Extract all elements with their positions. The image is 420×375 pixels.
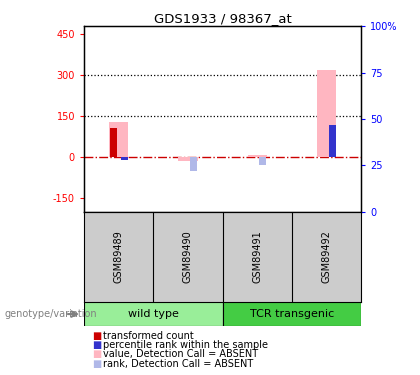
Bar: [110, 128, 117, 157]
Text: transformed count: transformed count: [103, 331, 194, 340]
Text: ■: ■: [92, 350, 102, 359]
Bar: [121, 157, 128, 160]
Bar: [109, 122, 129, 157]
Text: GSM89491: GSM89491: [252, 231, 262, 283]
Bar: [178, 157, 198, 161]
Title: GDS1933 / 98367_at: GDS1933 / 98367_at: [154, 12, 291, 25]
Text: TCR transgenic: TCR transgenic: [250, 309, 334, 319]
Text: genotype/variation: genotype/variation: [4, 309, 97, 319]
Text: GSM89492: GSM89492: [322, 230, 331, 284]
Text: wild type: wild type: [128, 309, 179, 319]
Text: ■: ■: [92, 331, 102, 340]
Text: percentile rank within the sample: percentile rank within the sample: [103, 340, 268, 350]
Bar: [317, 70, 336, 157]
Bar: [223, 302, 361, 326]
Text: value, Detection Call = ABSENT: value, Detection Call = ABSENT: [103, 350, 258, 359]
Text: GSM89489: GSM89489: [114, 231, 123, 283]
Bar: [247, 155, 267, 157]
Bar: [84, 302, 223, 326]
Text: ■: ■: [92, 340, 102, 350]
Bar: [328, 124, 336, 157]
Bar: [190, 157, 197, 171]
Text: GSM89490: GSM89490: [183, 231, 193, 283]
Text: rank, Detection Call = ABSENT: rank, Detection Call = ABSENT: [103, 359, 253, 369]
Text: ■: ■: [92, 359, 102, 369]
Bar: [259, 157, 266, 165]
